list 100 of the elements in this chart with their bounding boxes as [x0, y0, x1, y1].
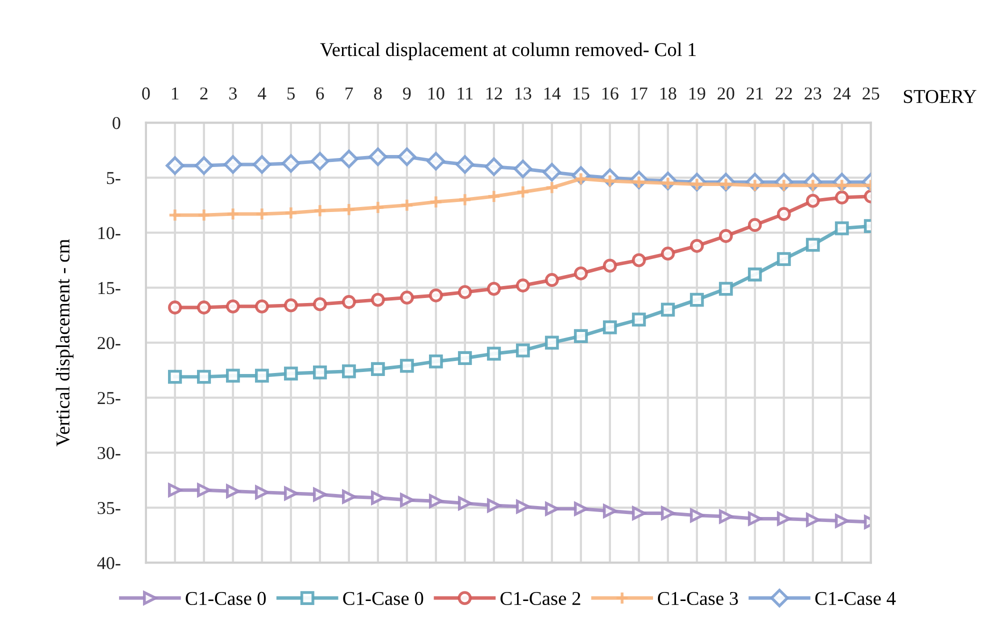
legend-label: C1-Case 0	[343, 592, 424, 606]
y-axis-title: Vertical displacement - cm	[56, 239, 74, 446]
point	[574, 329, 588, 344]
legend-label: C1-Case 4	[815, 592, 896, 606]
point	[284, 486, 298, 500]
x-tick-label: 1	[172, 87, 178, 100]
point	[398, 148, 416, 166]
point	[486, 498, 501, 512]
point	[486, 346, 501, 361]
x-tick-label: 5	[287, 88, 295, 100]
y-tick-label: 5-	[106, 172, 120, 184]
point	[544, 336, 559, 350]
point	[542, 162, 562, 182]
x-tick-label: 20	[718, 87, 734, 100]
point	[458, 192, 472, 207]
x-tick-label: 0	[142, 87, 150, 100]
point	[168, 370, 182, 384]
x-tick-label: 8	[374, 87, 382, 100]
x-tick-label: 17	[631, 87, 648, 100]
point	[806, 194, 820, 208]
point	[486, 282, 501, 296]
point	[544, 502, 559, 516]
y-tick-label: 0	[112, 116, 120, 130]
point	[574, 502, 588, 516]
x-tick-label: 19	[689, 87, 706, 100]
point	[400, 358, 414, 373]
point	[690, 292, 704, 307]
point	[544, 180, 559, 195]
point	[718, 510, 733, 524]
point	[748, 268, 762, 282]
point	[632, 506, 646, 520]
point	[602, 258, 617, 273]
point	[226, 484, 240, 498]
point	[400, 198, 414, 212]
point	[484, 157, 504, 176]
chart-title: Vertical displacement at column removed- Col 1	[320, 42, 696, 60]
point	[660, 246, 675, 261]
point	[312, 365, 327, 380]
y-tick-label: 35-	[98, 502, 120, 514]
point	[514, 160, 532, 178]
point	[368, 148, 388, 166]
point	[226, 207, 240, 221]
x-tick-label: 23	[804, 87, 822, 100]
point	[748, 218, 762, 232]
point	[660, 506, 675, 520]
point	[544, 273, 559, 287]
point	[456, 155, 474, 174]
point	[458, 285, 472, 300]
point	[197, 370, 211, 384]
point	[284, 366, 298, 380]
point	[255, 299, 269, 314]
point	[340, 150, 358, 168]
point	[486, 189, 501, 204]
point	[255, 207, 269, 221]
point	[834, 190, 849, 204]
point	[197, 208, 211, 222]
point	[166, 156, 184, 175]
point	[197, 300, 211, 314]
x-tick-label: 21	[746, 87, 763, 100]
x-tick-label: 16	[602, 87, 618, 100]
point	[748, 512, 762, 526]
point	[370, 490, 385, 505]
point	[574, 266, 588, 280]
point	[428, 288, 443, 302]
y-tick-label: 40-	[97, 556, 120, 570]
point	[806, 512, 820, 527]
x-tick-label: 7	[346, 88, 353, 100]
x-tick-label: 22	[776, 87, 792, 100]
point	[342, 490, 356, 504]
point	[197, 483, 211, 498]
point	[428, 194, 443, 209]
point	[428, 354, 443, 368]
point	[342, 295, 356, 309]
point	[776, 207, 791, 221]
y-tick-label: 10-	[98, 226, 120, 240]
x-tick-label: 10	[428, 87, 444, 100]
x-tick-label: 14	[544, 87, 561, 100]
x-tick-label: 2	[200, 87, 208, 100]
point	[458, 496, 472, 510]
point	[400, 493, 414, 507]
point	[806, 238, 820, 252]
point	[194, 156, 214, 175]
point	[168, 208, 182, 222]
point	[168, 483, 182, 498]
x-tick-label: 3	[229, 87, 237, 100]
x-tick-label: 9	[403, 87, 411, 100]
point	[602, 320, 617, 334]
point	[632, 312, 646, 327]
point	[690, 508, 704, 522]
point	[776, 252, 791, 266]
x-tick-label: 13	[515, 87, 532, 100]
x-tick-label: 6	[316, 87, 324, 100]
point	[284, 298, 298, 312]
point	[660, 302, 675, 317]
point	[834, 221, 849, 236]
point	[255, 368, 269, 383]
point	[252, 155, 272, 174]
x-tick-label: 25	[862, 87, 880, 100]
point	[370, 200, 385, 214]
y-tick-label: 25-	[98, 392, 120, 404]
